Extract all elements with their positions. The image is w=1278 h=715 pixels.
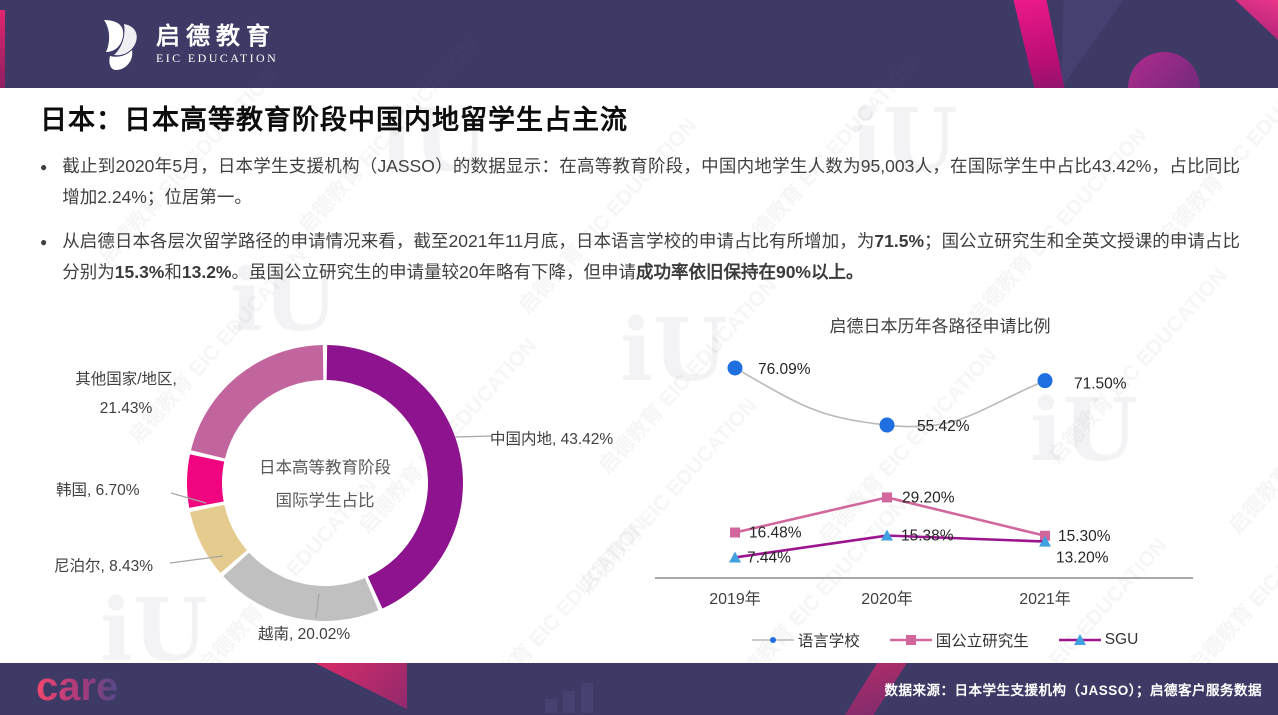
data-label: 7.44% bbox=[747, 549, 791, 566]
brand-name-en: EIC EDUCATION bbox=[156, 50, 279, 65]
bullet-list: ● 截止到2020年5月，日本学生支援机构（JASSO）的数据显示：在高等教育阶… bbox=[40, 151, 1240, 301]
data-source-text: 数据来源：日本学生支援机构（JASSO）；启德客户服务数据 bbox=[884, 683, 1262, 698]
donut-slice-1 bbox=[223, 552, 379, 622]
header-decor-corner bbox=[1235, 0, 1278, 40]
donut-label-nepal: 尼泊尔, 8.43% bbox=[54, 558, 154, 575]
bullet-text-2: 从启德日本各层次留学路径的申请情况来看，截至2021年11月底，日本语言学校的申… bbox=[62, 231, 1240, 282]
care-logo: care bbox=[36, 665, 119, 709]
header-decor-hill bbox=[1128, 52, 1200, 88]
bullet-item-2: ● 从启德日本各层次留学路径的申请情况来看，截至2021年11月底，日本语言学校… bbox=[40, 226, 1240, 288]
bullet-text-1: 截止到2020年5月，日本学生支援机构（JASSO）的数据显示：在高等教育阶段，… bbox=[62, 156, 1240, 207]
legend-item-2: SGU bbox=[1058, 631, 1139, 649]
donut-label-china-mainland: 中国内地, 43.42% bbox=[490, 431, 614, 448]
legend-marker-icon bbox=[751, 637, 794, 643]
line-chart-legend: 语言学校 国公立研究生 SGU bbox=[655, 629, 1235, 651]
donut-slice-0 bbox=[326, 345, 464, 609]
marker-circle bbox=[879, 417, 895, 433]
legend-label: 国公立研究生 bbox=[935, 633, 1029, 650]
legend-marker-icon bbox=[1058, 634, 1101, 645]
x-tick-label: 2019年 bbox=[709, 590, 761, 608]
data-label: 29.20% bbox=[902, 489, 955, 506]
bullet-marker-icon: ● bbox=[40, 160, 48, 174]
data-label: 15.30% bbox=[1058, 528, 1111, 545]
marker-circle bbox=[727, 360, 743, 376]
header-accent-sliver bbox=[0, 10, 5, 88]
legend-label: 语言学校 bbox=[797, 633, 860, 650]
donut-slice-2 bbox=[190, 504, 247, 574]
footer-decor-bars-icon bbox=[545, 683, 593, 713]
brand-logo: 启德教育 EIC EDUCATION bbox=[96, 18, 278, 72]
marker-triangle bbox=[1039, 535, 1051, 547]
donut-slices bbox=[186, 345, 464, 622]
marker-circle bbox=[1037, 373, 1053, 389]
footer-bar: care 数据来源：日本学生支援机构（JASSO）；启德客户服务数据 bbox=[0, 663, 1278, 715]
x-tick-label: 2020年 bbox=[861, 590, 913, 608]
line-chart-title: 启德日本历年各路径申请比例 bbox=[829, 317, 1051, 336]
donut-label-vietnam: 越南, 20.02% bbox=[258, 626, 351, 643]
donut-label-korea: 韩国, 6.70% bbox=[56, 482, 140, 499]
bullet-item-1: ● 截止到2020年5月，日本学生支援机构（JASSO）的数据显示：在高等教育阶… bbox=[40, 151, 1240, 213]
data-label: 71.50% bbox=[1074, 376, 1127, 393]
data-label: 76.09% bbox=[758, 361, 811, 378]
header-bar: 启德教育 EIC EDUCATION bbox=[0, 0, 1278, 88]
donut-center-line2: 国际学生占比 bbox=[275, 492, 375, 510]
marker-triangle bbox=[729, 551, 741, 563]
bullet-marker-icon: ● bbox=[40, 235, 48, 249]
donut-center-label: 日本高等教育阶段 国际学生占比 bbox=[240, 452, 410, 518]
donut-center-line1: 日本高等教育阶段 bbox=[259, 459, 391, 477]
eic-logo-icon bbox=[96, 18, 142, 72]
donut-slice-3 bbox=[186, 454, 225, 508]
marker-triangle bbox=[881, 529, 893, 541]
marker-square bbox=[882, 492, 892, 503]
donut-label-other: 其他国家/地区, 21.43% bbox=[75, 371, 177, 418]
data-label: 13.20% bbox=[1056, 550, 1109, 567]
donut-chart-svg bbox=[169, 345, 493, 622]
data-label: 55.42% bbox=[917, 418, 970, 435]
data-label: 15.38% bbox=[901, 528, 954, 545]
slide-title: 日本：日本高等教育阶段中国内地留学生占主流 bbox=[40, 105, 628, 135]
brand-name-cn: 启德教育 bbox=[156, 23, 276, 51]
x-tick-label: 2021年 bbox=[1019, 590, 1071, 608]
legend-label: SGU bbox=[1104, 631, 1139, 648]
leader-lines bbox=[169, 435, 493, 619]
legend-marker-icon bbox=[889, 635, 932, 645]
footer-decor-wedge bbox=[315, 663, 407, 710]
legend-item-0: 语言学校 bbox=[751, 629, 860, 651]
line-chart-svg: 2019年 2020年 2021年 76.09% 55.42% 71.50% 16.48% 2… bbox=[655, 360, 1193, 608]
data-label: 16.48% bbox=[749, 525, 802, 542]
legend-item-1: 国公立研究生 bbox=[889, 629, 1029, 651]
marker-square bbox=[730, 527, 740, 538]
donut-slice-4 bbox=[190, 345, 324, 459]
